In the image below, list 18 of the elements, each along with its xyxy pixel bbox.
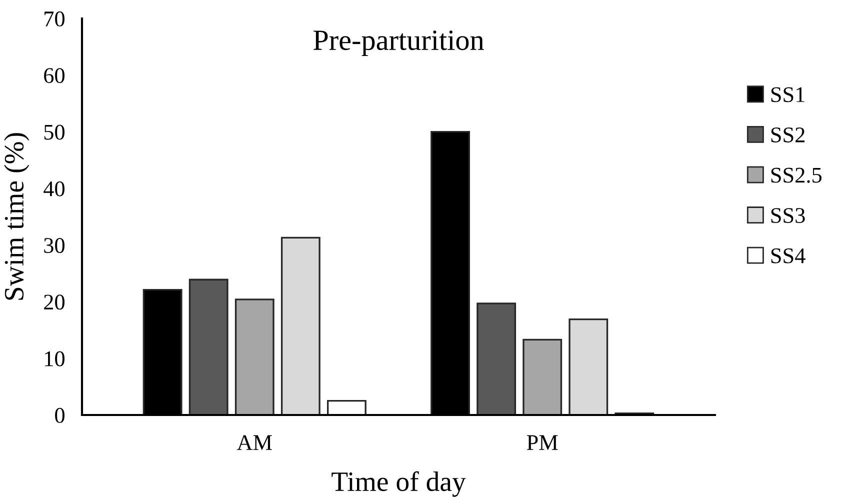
- y-tick-label: 10: [45, 351, 64, 366]
- y-tick-label: 30: [44, 238, 64, 253]
- chart-title: Pre-parturition: [313, 30, 484, 56]
- y-tick-label: 20: [44, 294, 64, 310]
- x-axis-title: Time of day: [332, 471, 466, 497]
- y-tick-label: 60: [44, 68, 64, 84]
- y-tick-label: 0: [55, 408, 64, 423]
- x-tick-label: AM: [236, 435, 272, 450]
- y-tick-label: 40: [44, 181, 64, 196]
- y-tick-label: 70: [44, 11, 64, 26]
- legend-label: SS2: [771, 128, 804, 142]
- y-tick-label: 50: [44, 124, 64, 140]
- x-tick-label: PM: [526, 435, 558, 450]
- legend-label: SS4: [771, 248, 806, 264]
- y-axis-title: Swim time (%): [4, 133, 30, 300]
- legend-label: SS2.5: [771, 168, 822, 183]
- legend-label: SS3: [771, 208, 805, 224]
- legend-label: SS1: [771, 87, 804, 102]
